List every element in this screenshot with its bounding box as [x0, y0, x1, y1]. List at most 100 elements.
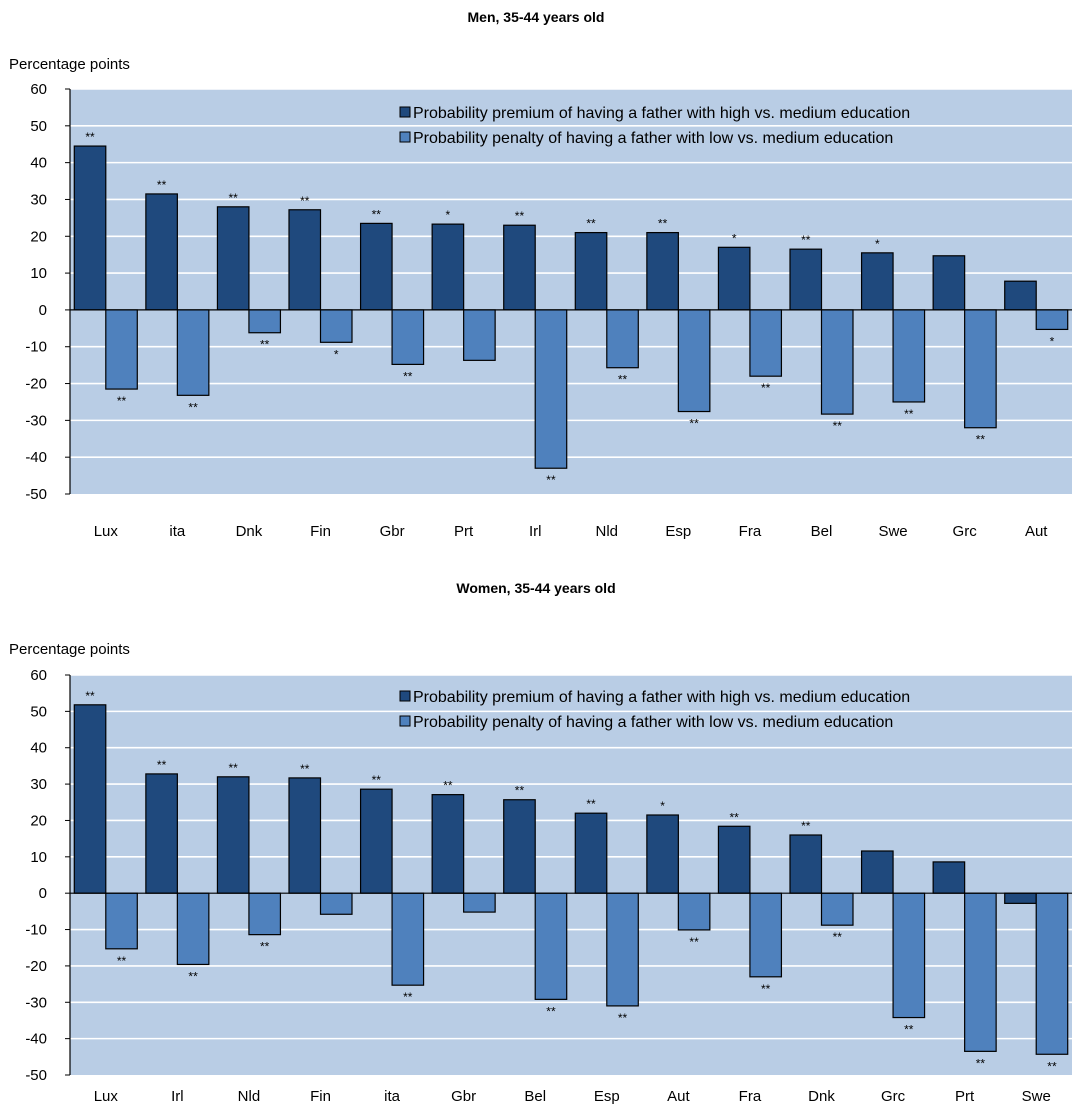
men-y-tick-label: -30 — [25, 412, 47, 429]
men-premium-bar — [574, 231, 608, 311]
women-significance-label: ** — [1047, 1059, 1057, 1073]
men-x-tick-label: Aut — [1025, 523, 1048, 540]
women-legend-label-penalty: Probability penalty of having a father w… — [413, 714, 893, 731]
men-significance-label: ** — [117, 394, 127, 408]
women-y-tick-label: 40 — [30, 740, 47, 757]
men-significance-label: ** — [801, 233, 811, 247]
women-x-tick-label: Irl — [171, 1088, 184, 1105]
men-chart: Men, 35-44 years old Percentage points 60 5… — [9, 9, 1072, 540]
women-significance-label: ** — [689, 935, 699, 949]
women-penalty-bar — [105, 892, 138, 950]
men-premium-bar — [359, 222, 393, 311]
women-y-tick-label: 10 — [30, 849, 47, 866]
men-significance-label: ** — [372, 207, 382, 221]
women-significance-label: * — [660, 799, 665, 813]
women-significance-label: ** — [300, 762, 310, 776]
men-significance-label: ** — [546, 473, 556, 487]
women-y-axis-label: Percentage points — [9, 641, 130, 658]
women-significance-label: ** — [117, 954, 127, 968]
women-significance-label: ** — [586, 797, 596, 811]
women-x-tick-label: ita — [384, 1088, 401, 1105]
men-y-tick-label: -10 — [25, 339, 47, 356]
women-y-tick-label: 30 — [30, 776, 47, 793]
men-significance-label: ** — [188, 400, 198, 414]
men-significance-label: ** — [904, 407, 914, 421]
women-penalty-bar — [463, 892, 496, 913]
women-premium-bar — [789, 834, 823, 894]
men-premium-bar — [73, 145, 107, 311]
men-significance-label: * — [446, 208, 451, 222]
men-significance-label: ** — [260, 338, 270, 352]
men-premium-bar — [145, 193, 178, 311]
men-penalty-bar — [606, 309, 639, 369]
men-legend-label-premium: Probability premium of having a father w… — [413, 105, 910, 122]
women-significance-label: ** — [85, 689, 95, 703]
women-premium-bar — [1004, 892, 1037, 904]
women-x-tick-label: Prt — [955, 1088, 975, 1105]
women-legend-swatch-penalty — [399, 715, 411, 727]
men-legend-swatch-premium — [399, 106, 411, 118]
women-y-tick-label: -30 — [25, 994, 47, 1011]
men-x-tick-label: ita — [169, 523, 186, 540]
men-premium-bar — [932, 255, 966, 311]
men-y-tick-label: 50 — [30, 118, 47, 135]
women-penalty-bar — [176, 892, 210, 966]
women-y-tick-label: 50 — [30, 703, 47, 720]
men-y-tick-label: 20 — [30, 228, 47, 245]
men-penalty-bar — [319, 309, 353, 343]
women-x-tick-label: Dnk — [808, 1088, 835, 1105]
women-x-tick-label: Gbr — [451, 1088, 476, 1105]
women-y-tick-label: -20 — [25, 958, 47, 975]
women-penalty-bar — [964, 892, 997, 1052]
men-significance-label: ** — [229, 191, 239, 205]
men-penalty-bar — [820, 309, 854, 415]
women-significance-label: ** — [730, 810, 740, 824]
women-penalty-bar — [892, 892, 926, 1019]
men-x-tick-label: Fin — [310, 523, 331, 540]
women-significance-label: ** — [443, 779, 453, 793]
women-penalty-bar — [248, 892, 282, 936]
men-premium-bar — [288, 209, 322, 311]
women-penalty-bar — [1035, 892, 1069, 1055]
men-significance-label: ** — [586, 217, 596, 231]
men-x-tick-label: Gbr — [380, 523, 405, 540]
women-premium-bar — [288, 777, 322, 894]
women-y-tick-label: -40 — [25, 1031, 47, 1048]
men-significance-label: * — [732, 231, 737, 245]
women-penalty-bar — [534, 892, 568, 1000]
women-premium-bar — [216, 776, 250, 894]
women-penalty-bar — [677, 892, 711, 931]
women-y-tick-label: -10 — [25, 922, 47, 939]
women-penalty-bar — [391, 892, 425, 986]
men-y-tick-label: 30 — [30, 191, 47, 208]
women-x-tick-label: Nld — [238, 1088, 261, 1105]
men-significance-label: * — [875, 237, 880, 251]
women-premium-bar — [503, 799, 536, 894]
men-y-axis-label: Percentage points — [9, 56, 130, 73]
men-premium-bar — [216, 206, 250, 311]
women-x-tick-label: Swe — [1022, 1088, 1051, 1105]
men-penalty-bar — [677, 309, 711, 413]
men-significance-label: ** — [85, 130, 95, 144]
women-premium-bar — [574, 812, 608, 894]
men-chart-title: Men, 35-44 years old — [468, 9, 605, 25]
men-x-tick-label: Esp — [665, 523, 691, 540]
women-x-tick-label: Aut — [667, 1088, 690, 1105]
men-significance-label: ** — [976, 433, 986, 447]
women-x-tick-label: Lux — [94, 1088, 119, 1105]
men-legend-label-penalty: Probability penalty of having a father w… — [413, 130, 893, 147]
men-x-tick-label: Fra — [739, 523, 762, 540]
women-legend-label-premium: Probability premium of having a father w… — [413, 689, 910, 706]
women-significance-label: ** — [188, 969, 198, 983]
women-significance-label: ** — [761, 982, 771, 996]
women-premium-bar — [932, 861, 966, 894]
men-premium-bar — [646, 231, 679, 311]
women-penalty-bar — [749, 892, 783, 978]
men-significance-label: * — [334, 347, 339, 361]
women-chart: Women, 35-44 years old Percentage points 6… — [9, 580, 1072, 1105]
women-premium-bar — [860, 850, 894, 894]
men-significance-label: ** — [833, 419, 843, 433]
men-penalty-bar — [463, 309, 496, 361]
men-y-tick-label: -40 — [25, 449, 47, 466]
women-significance-label: ** — [546, 1004, 556, 1018]
